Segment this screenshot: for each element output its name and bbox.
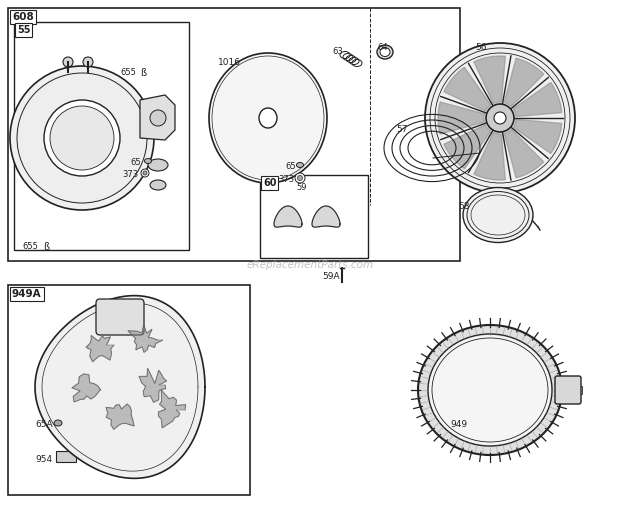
Text: 58: 58 bbox=[458, 202, 469, 211]
Text: 373: 373 bbox=[278, 175, 294, 184]
Text: 60: 60 bbox=[263, 178, 277, 188]
Polygon shape bbox=[444, 67, 491, 111]
Circle shape bbox=[486, 104, 514, 132]
Text: 1016: 1016 bbox=[218, 58, 241, 67]
Text: eReplacementParts.com: eReplacementParts.com bbox=[246, 260, 374, 270]
Text: 64: 64 bbox=[377, 43, 388, 52]
Polygon shape bbox=[159, 390, 185, 428]
Circle shape bbox=[10, 66, 154, 210]
Bar bbox=[8, 8, 460, 261]
Polygon shape bbox=[86, 335, 114, 362]
Bar bbox=[56, 451, 76, 462]
Circle shape bbox=[494, 112, 506, 124]
Text: 949: 949 bbox=[450, 420, 467, 429]
Text: 373: 373 bbox=[122, 170, 138, 179]
Ellipse shape bbox=[463, 187, 533, 242]
Ellipse shape bbox=[428, 334, 552, 446]
Circle shape bbox=[44, 100, 120, 176]
Text: 954: 954 bbox=[35, 455, 52, 464]
Circle shape bbox=[63, 57, 73, 67]
Polygon shape bbox=[139, 369, 167, 403]
Polygon shape bbox=[504, 58, 544, 107]
Bar bbox=[14, 22, 189, 250]
Circle shape bbox=[298, 176, 303, 181]
Text: 59A: 59A bbox=[322, 272, 340, 281]
Bar bbox=[8, 285, 250, 495]
FancyBboxPatch shape bbox=[555, 376, 581, 404]
Circle shape bbox=[141, 169, 149, 177]
Polygon shape bbox=[106, 404, 134, 430]
Circle shape bbox=[50, 106, 114, 170]
Ellipse shape bbox=[296, 162, 304, 167]
Text: ß: ß bbox=[140, 68, 146, 78]
Ellipse shape bbox=[148, 159, 168, 171]
Polygon shape bbox=[140, 95, 175, 140]
Text: 65A: 65A bbox=[35, 420, 53, 429]
Ellipse shape bbox=[377, 45, 393, 59]
Polygon shape bbox=[474, 132, 505, 180]
Polygon shape bbox=[438, 102, 485, 134]
Polygon shape bbox=[513, 82, 562, 117]
Bar bbox=[570, 386, 582, 394]
Circle shape bbox=[111, 308, 129, 326]
Circle shape bbox=[295, 173, 305, 183]
FancyBboxPatch shape bbox=[96, 299, 144, 335]
Text: 65: 65 bbox=[285, 162, 296, 171]
Text: 655: 655 bbox=[120, 68, 136, 77]
Bar bbox=[260, 175, 368, 258]
Text: 57: 57 bbox=[396, 125, 407, 134]
Polygon shape bbox=[274, 206, 302, 227]
Circle shape bbox=[150, 110, 166, 126]
Circle shape bbox=[425, 43, 575, 193]
Ellipse shape bbox=[418, 325, 562, 455]
Ellipse shape bbox=[144, 158, 151, 163]
Text: 608: 608 bbox=[12, 12, 33, 22]
Circle shape bbox=[17, 73, 147, 203]
Polygon shape bbox=[72, 374, 101, 402]
Text: ß: ß bbox=[43, 242, 49, 252]
Ellipse shape bbox=[380, 47, 390, 56]
Circle shape bbox=[83, 57, 93, 67]
Circle shape bbox=[143, 171, 147, 175]
Polygon shape bbox=[128, 325, 163, 352]
Polygon shape bbox=[474, 56, 505, 103]
Text: 655: 655 bbox=[22, 242, 38, 251]
Text: 949A: 949A bbox=[12, 289, 42, 299]
Ellipse shape bbox=[209, 53, 327, 183]
Polygon shape bbox=[513, 120, 562, 154]
Polygon shape bbox=[444, 125, 491, 169]
Polygon shape bbox=[312, 206, 340, 227]
Polygon shape bbox=[35, 296, 205, 478]
Ellipse shape bbox=[432, 338, 548, 442]
Text: 55: 55 bbox=[17, 25, 30, 35]
Text: 56: 56 bbox=[475, 43, 487, 52]
Polygon shape bbox=[504, 129, 544, 178]
Ellipse shape bbox=[150, 180, 166, 190]
Text: 63: 63 bbox=[332, 47, 343, 56]
Text: 65: 65 bbox=[130, 158, 141, 167]
Ellipse shape bbox=[54, 420, 62, 426]
Text: 59: 59 bbox=[296, 183, 306, 192]
Ellipse shape bbox=[259, 108, 277, 128]
